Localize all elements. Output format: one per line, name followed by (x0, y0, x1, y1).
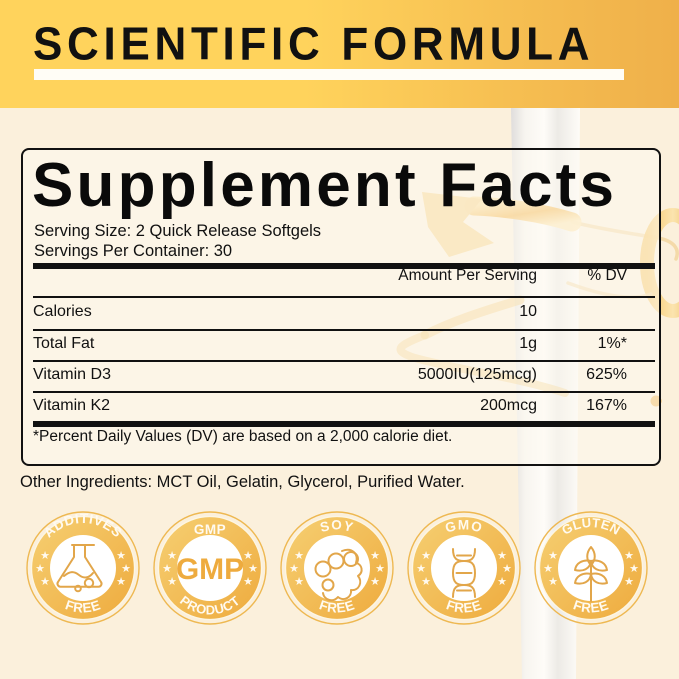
svg-text:★: ★ (40, 576, 50, 588)
svg-text:★: ★ (624, 576, 634, 588)
svg-text:★: ★ (624, 550, 634, 562)
svg-text:★: ★ (370, 576, 380, 588)
svg-text:GMP: GMP (194, 522, 226, 537)
svg-text:★: ★ (497, 576, 507, 588)
svg-text:SOY: SOY (319, 518, 356, 535)
svg-text:★: ★ (289, 563, 299, 575)
svg-text:★: ★ (35, 563, 45, 575)
svg-text:★: ★ (116, 576, 126, 588)
svg-text:★: ★ (40, 550, 50, 562)
svg-text:★: ★ (294, 576, 304, 588)
svg-text:★: ★ (416, 563, 426, 575)
svg-text:★: ★ (370, 550, 380, 562)
svg-text:★: ★ (543, 563, 553, 575)
svg-text:★: ★ (421, 576, 431, 588)
svg-text:★: ★ (248, 563, 258, 575)
svg-text:★: ★ (548, 550, 558, 562)
svg-text:GMP: GMP (176, 553, 244, 586)
svg-text:★: ★ (121, 563, 131, 575)
svg-text:★: ★ (116, 550, 126, 562)
svg-text:★: ★ (629, 563, 639, 575)
svg-text:★: ★ (375, 563, 385, 575)
svg-text:★: ★ (294, 550, 304, 562)
svg-text:★: ★ (548, 576, 558, 588)
svg-text:★: ★ (162, 563, 172, 575)
svg-text:★: ★ (243, 576, 253, 588)
svg-text:★: ★ (243, 550, 253, 562)
svg-text:★: ★ (497, 550, 507, 562)
svg-text:★: ★ (421, 550, 431, 562)
svg-text:★: ★ (502, 563, 512, 575)
